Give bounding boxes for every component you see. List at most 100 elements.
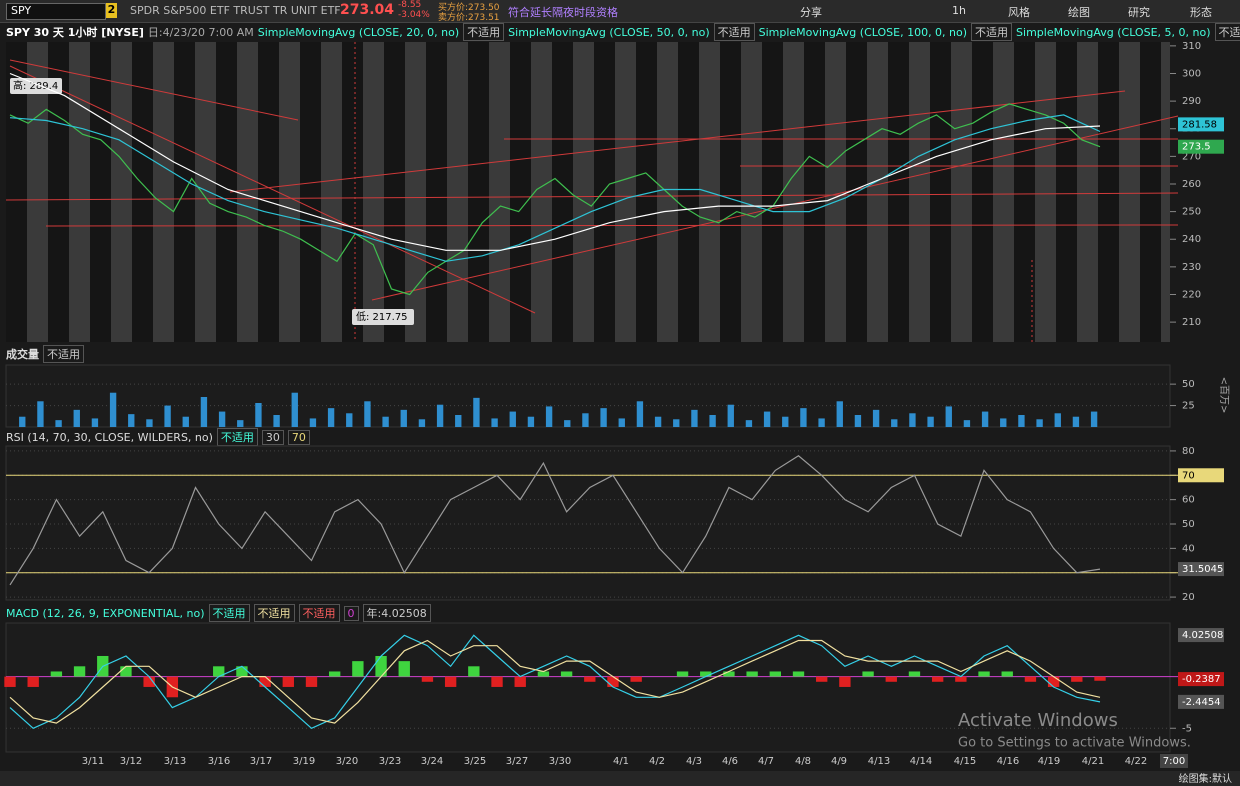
volume-bar [237,420,244,427]
study-status: 不适用 [713,23,755,41]
volume-bar [654,416,662,427]
histogram-bar [885,676,897,682]
session-stripe [1035,42,1056,342]
volume-bar [346,413,353,427]
volume-bar [255,403,262,427]
price-header: SPY 30 天 1小时 [NYSE] 日:4/23/20 7:00 AM Simp… [6,23,1240,41]
volume-bar [1018,415,1025,427]
volume-bar [436,404,444,427]
toolbar-button[interactable]: 形态 [1190,6,1212,19]
symbol-input[interactable]: SPY [6,3,106,20]
status: 不适用 [216,428,258,446]
study-label: SimpleMovingAvg (CLOSE, 100, 0, no) [758,25,968,39]
y-tick-label: 300 [1182,68,1201,79]
volume-bar [691,409,698,427]
watermark-subtitle: Go to Settings to activate Windows. [958,736,1191,751]
series-line [9,639,1101,724]
volume-bar [800,408,807,427]
trendline [9,65,536,314]
axis-tag-label: -0.2387 [1182,674,1221,685]
trendlines [5,42,1179,342]
histogram-bar [700,671,712,677]
x-tick-label: 4/21 [1082,756,1104,767]
bid: 买方价:273.50 [438,3,500,13]
volume-bar [146,419,153,427]
session-stripe [447,42,468,342]
low-label: 低: 217.75 [356,310,408,323]
toolbar-button[interactable]: 1h [952,4,966,17]
x-tick-label: 4/13 [868,756,890,767]
histogram-bar [792,671,805,677]
study-label: SimpleMovingAvg (CLOSE, 20, 0, no) [257,25,460,39]
x-tick-label: 4/22 [1125,756,1147,767]
volume-bar [600,408,607,427]
axis-tag [1178,139,1224,154]
y-tick-label: 210 [1182,317,1201,328]
y-tick-label: 270 [1182,151,1201,162]
session-stripe [867,42,888,342]
session-stripe [531,42,552,342]
time-label: 7:00 [1163,756,1185,767]
volume-bar [164,405,171,427]
axis-tag-label: 273.5 [1182,142,1211,153]
histogram-bar [630,676,642,682]
volume-bar [273,415,280,427]
status: 不适用 [298,604,340,622]
session-stripe [363,42,384,342]
volume-pane-bg [5,364,1171,428]
toolbar-button[interactable]: 风格 [1008,6,1030,19]
volume-bar [709,415,716,427]
session-stripe [153,42,174,342]
title: SPY 30 天 1小时 [NYSE] [6,26,144,39]
volume-bar [1072,416,1080,427]
study-status: 不适用 [463,23,505,41]
axis-tag [1178,562,1224,577]
histogram-bar [723,671,735,677]
histogram-bar [444,676,457,687]
status: 不适用 [208,604,250,622]
histogram-bar [166,676,179,698]
eligibility[interactable]: 符合延长隔夜时段资格 [508,6,618,19]
volume-bar [564,420,571,427]
volume-header: 成交量 不适用 [6,345,84,363]
toolbar-button[interactable]: 绘图 [1068,6,1090,19]
x-tick-label: 3/11 [82,756,104,767]
axis-tag-label: -2.4454 [1182,697,1221,708]
date: 日:4/23/20 7:00 AM [147,26,254,39]
y-tick-label: 220 [1182,289,1201,300]
volume-bar [854,415,862,427]
volume-bar [872,409,880,427]
session-stripe [825,42,846,342]
volume-bar [37,401,44,427]
session-stripe [27,42,48,342]
x-tick-label: 3/23 [379,756,401,767]
study-label: SimpleMovingAvg (CLOSE, 50, 0, no) [508,25,710,39]
x-tick-label: 3/12 [120,756,142,767]
study-status: 不适用 [1214,23,1240,41]
series-line [9,103,1101,296]
x-tick-label: 4/14 [910,756,932,767]
trendline [9,59,299,121]
y-tick-label: 290 [1182,96,1201,107]
y-tick-label: 80 [1182,446,1195,457]
x-tick-label: 3/20 [336,756,358,767]
y-tick-label: 280 [1182,124,1201,135]
histogram-bar [120,666,132,677]
volume-bar [455,415,462,427]
x-tick-label: 4/3 [686,756,702,767]
title: MACD (12, 26, 9, EXPONENTIAL, no) [6,606,205,620]
y-tick-label: 20 [1182,592,1195,603]
toolbar-button[interactable]: 研究 [1128,6,1150,19]
x-tick-label: 4/16 [997,756,1019,767]
histogram-bar [259,676,271,687]
last-price: 273.04 [340,2,395,18]
toolbar-button[interactable]: 分享 [800,6,822,19]
volume-bar [782,416,789,427]
volume-bar [400,409,407,427]
volume-bar [382,416,389,427]
session-stripe [279,42,300,342]
session-stripe [573,42,594,342]
low-callout [352,309,414,325]
session-stripe [657,42,678,342]
volume-bar [73,409,80,427]
